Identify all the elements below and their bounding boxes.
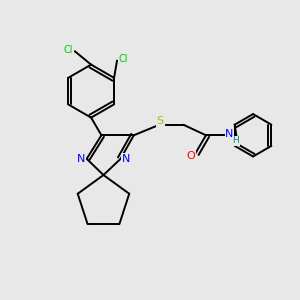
Text: S: S xyxy=(157,116,164,126)
Text: Cl: Cl xyxy=(64,45,73,55)
Text: O: O xyxy=(187,151,196,161)
Text: H: H xyxy=(232,136,239,145)
Text: N: N xyxy=(122,154,130,164)
Text: Cl: Cl xyxy=(119,54,128,64)
Text: N: N xyxy=(225,128,234,139)
Text: N: N xyxy=(77,154,86,164)
